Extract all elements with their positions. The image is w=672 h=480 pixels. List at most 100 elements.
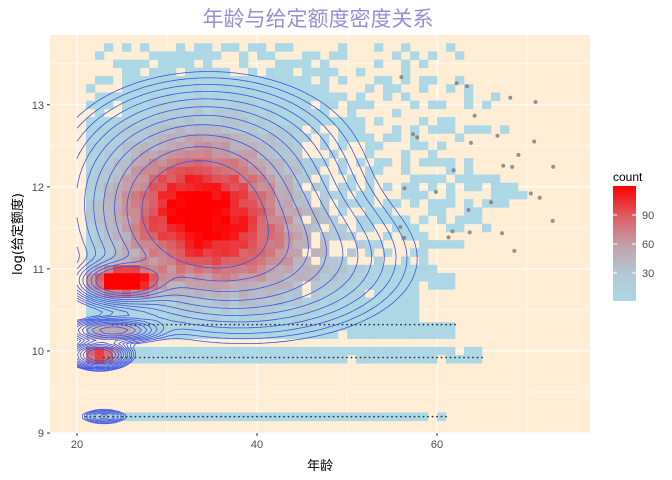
bin-cell — [383, 199, 393, 208]
bin-cell — [446, 272, 456, 282]
bin-cell — [302, 174, 312, 184]
bin-cell — [158, 59, 168, 69]
bin-cell — [374, 346, 384, 356]
bin-cell — [374, 322, 384, 331]
bin-cell — [167, 84, 177, 93]
bin-cell — [410, 223, 420, 233]
data-point — [278, 356, 281, 359]
bin-cell — [113, 248, 123, 257]
bin-cell — [194, 305, 204, 315]
bin-cell — [293, 264, 303, 274]
bin-cell — [158, 264, 168, 274]
bin-cell — [347, 182, 357, 192]
data-point — [184, 415, 186, 418]
bin-cell — [284, 223, 294, 233]
bin-cell — [86, 158, 96, 167]
data-point — [251, 323, 254, 326]
bin-cell — [167, 182, 177, 192]
bin-cell — [122, 108, 132, 118]
bin-cell — [212, 215, 222, 225]
bin-cell — [212, 190, 222, 200]
bin-cell — [383, 158, 393, 167]
bin-cell — [329, 281, 339, 290]
bin-cell — [95, 248, 105, 257]
data-point — [409, 415, 411, 418]
bin-cell — [239, 314, 249, 323]
bin-cell — [239, 223, 249, 233]
bin-cell — [221, 223, 231, 233]
bin-cell — [167, 305, 177, 315]
bin-cell — [131, 346, 141, 356]
bin-cell — [95, 231, 105, 241]
bin-cell — [167, 256, 177, 266]
bin-cell — [266, 223, 276, 233]
bin-cell — [212, 346, 222, 356]
bin-cell — [338, 346, 348, 356]
bin-cell — [131, 215, 141, 225]
bin-cell — [86, 223, 96, 233]
bin-cell — [176, 108, 186, 118]
bin-cell — [275, 297, 285, 307]
bin-cell — [212, 141, 222, 151]
bin-cell — [302, 59, 312, 69]
bin-cell — [284, 76, 294, 85]
bin-cell — [176, 125, 186, 134]
bin-cell — [212, 51, 222, 60]
bin-cell — [266, 256, 276, 266]
bin-cell — [428, 100, 438, 110]
bin-cell — [464, 125, 474, 134]
bin-cell — [374, 76, 384, 85]
bin-cell — [275, 281, 285, 290]
data-point — [413, 356, 416, 359]
data-point — [166, 415, 168, 418]
bin-cell — [293, 125, 303, 134]
data-point — [501, 163, 506, 168]
bin-cell — [221, 346, 231, 356]
data-point — [166, 323, 168, 326]
bin-cell — [266, 67, 276, 77]
bin-cell — [149, 84, 159, 93]
bin-cell — [230, 133, 240, 142]
data-point — [220, 323, 222, 326]
bin-cell — [284, 346, 294, 356]
bin-cell — [131, 84, 141, 93]
bin-cell — [158, 297, 168, 307]
bin-cell — [329, 92, 339, 101]
bin-cell — [293, 289, 303, 298]
bin-cell — [266, 76, 276, 85]
bin-cell — [293, 92, 303, 101]
bin-cell — [122, 133, 132, 142]
bin-cell — [356, 264, 366, 274]
bin-cell — [194, 108, 204, 118]
bin-cell — [419, 264, 429, 274]
bin-cell — [401, 190, 411, 200]
bin-cell — [302, 92, 312, 101]
bin-cell — [248, 322, 258, 331]
legend-ticks: 30 60 90 — [613, 210, 654, 280]
bin-cell — [149, 174, 159, 184]
bin-cell — [311, 264, 321, 274]
bin-cell — [464, 92, 474, 101]
bin-cell — [239, 166, 249, 175]
data-point — [422, 356, 425, 359]
bin-cell — [203, 59, 213, 69]
bin-cell — [410, 190, 420, 200]
bin-cell — [266, 207, 276, 216]
bin-cell — [464, 158, 474, 167]
bin-cell — [212, 133, 222, 142]
bin-cell — [293, 199, 303, 208]
bin-cell — [365, 133, 375, 142]
bin-cell — [140, 133, 150, 142]
data-point — [450, 229, 455, 234]
bin-cell — [311, 51, 321, 60]
bin-cell — [194, 117, 204, 126]
bin-cell — [275, 223, 285, 233]
bin-cell — [266, 166, 276, 175]
bin-cell — [185, 256, 195, 266]
data-point — [458, 356, 461, 359]
bin-cell — [419, 59, 429, 69]
bin-cell — [329, 264, 339, 274]
bin-cell — [212, 199, 222, 208]
bin-cell — [419, 322, 429, 331]
bin-cell — [383, 355, 393, 364]
